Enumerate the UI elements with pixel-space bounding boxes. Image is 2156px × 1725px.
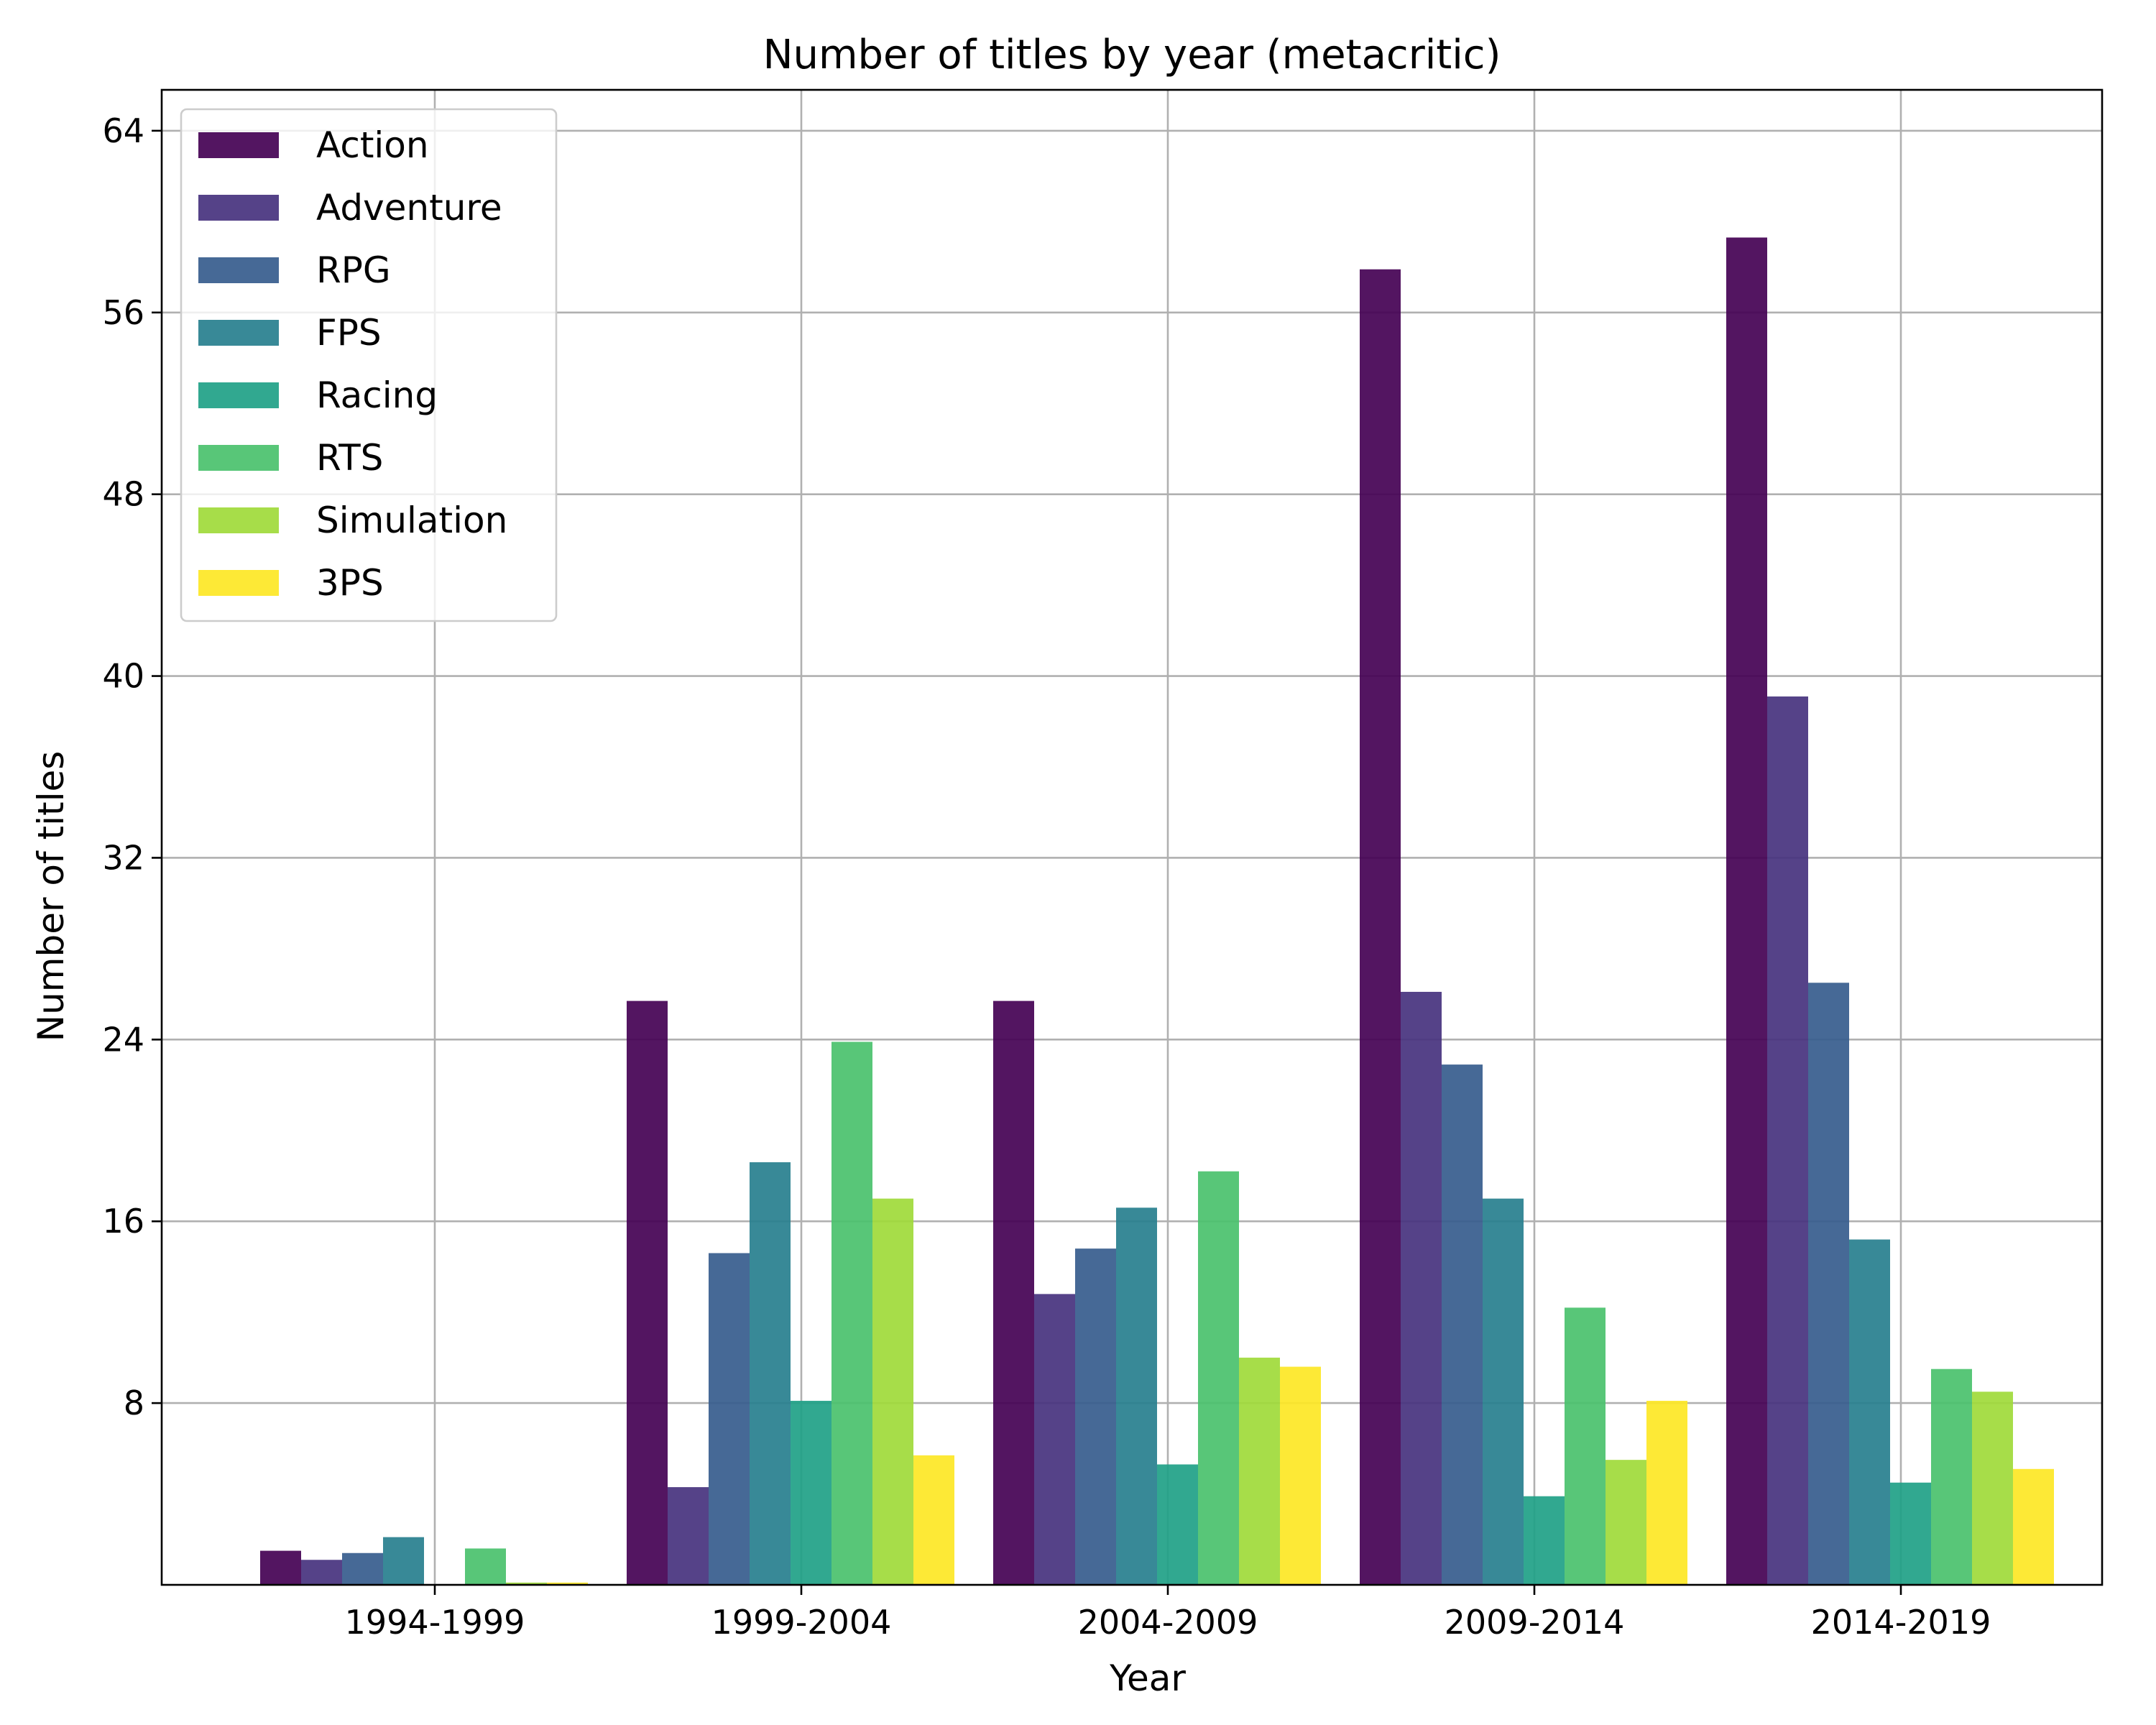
bar-3ps-1994-1999 xyxy=(547,1582,588,1585)
x-tick-label: 2014-2019 xyxy=(1811,1603,1991,1642)
bar-adventure-1994-1999 xyxy=(301,1560,342,1585)
bar-action-2014-2019 xyxy=(1726,237,1767,1585)
bar-simulation-2004-2009 xyxy=(1239,1357,1280,1585)
y-tick-label: 64 xyxy=(102,111,144,150)
x-axis-label: Year xyxy=(1109,1657,1186,1699)
legend-swatch-3ps xyxy=(198,570,279,596)
y-axis-ticks: 8 16 24 32 40 48 56 64 xyxy=(102,111,162,1422)
legend-label-adventure: Adventure xyxy=(316,187,502,229)
y-tick-label: 24 xyxy=(102,1020,144,1059)
y-tick-label: 8 xyxy=(124,1384,144,1422)
plot-frame xyxy=(160,88,2104,1586)
bar-rpg-2004-2009 xyxy=(1075,1248,1116,1585)
legend-label-fps: FPS xyxy=(316,312,382,354)
x-axis-ticks: 1994-1999 1999-2004 2004-2009 2009-2014 2014… xyxy=(345,1585,1991,1642)
bar-simulation-1994-1999 xyxy=(506,1582,547,1585)
bar-rpg-1994-1999 xyxy=(342,1552,383,1585)
chart-title: Number of titles by year (metacritic) xyxy=(763,32,1501,78)
x-tick-label: 2004-2009 xyxy=(1078,1603,1258,1642)
bar-fps-2009-2014 xyxy=(1483,1198,1524,1585)
bar-rts-2004-2009 xyxy=(1198,1171,1239,1585)
bar-rts-1999-2004 xyxy=(831,1041,872,1585)
bar-rts-2009-2014 xyxy=(1565,1307,1606,1585)
bar-action-2009-2014 xyxy=(1360,269,1401,1585)
bar-rts-1994-1999 xyxy=(465,1548,506,1585)
legend-swatch-action xyxy=(198,132,279,158)
bar-adventure-2004-2009 xyxy=(1034,1294,1075,1585)
bar-racing-2014-2019 xyxy=(1890,1482,1931,1585)
legend-label-rts: RTS xyxy=(316,437,383,479)
bar-racing-1999-2004 xyxy=(791,1400,831,1585)
legend-box xyxy=(180,108,558,622)
bar-simulation-2014-2019 xyxy=(1972,1392,2013,1585)
y-tick-label: 56 xyxy=(102,293,144,332)
bar-rpg-1999-2004 xyxy=(709,1253,750,1585)
legend-label-action: Action xyxy=(316,124,429,166)
bar-adventure-2009-2014 xyxy=(1401,991,1442,1585)
legend-swatch-racing xyxy=(198,382,279,408)
bar-action-2004-2009 xyxy=(993,1000,1034,1585)
x-tick-label: 1994-1999 xyxy=(345,1603,525,1642)
bar-rpg-2009-2014 xyxy=(1442,1064,1483,1585)
legend-label-3ps: 3PS xyxy=(316,562,384,604)
legend-swatch-adventure xyxy=(198,195,279,221)
bar-fps-2014-2019 xyxy=(1849,1239,1890,1585)
bar-fps-1994-1999 xyxy=(383,1537,424,1585)
bar-3ps-2009-2014 xyxy=(1646,1400,1687,1585)
bars xyxy=(260,237,2054,1585)
bar-simulation-2009-2014 xyxy=(1606,1460,1646,1585)
bar-3ps-2004-2009 xyxy=(1280,1366,1321,1585)
bar-adventure-2014-2019 xyxy=(1767,696,1808,1585)
y-tick-label: 40 xyxy=(102,657,144,696)
legend-swatch-rpg xyxy=(198,257,279,283)
bar-action-1999-2004 xyxy=(627,1000,668,1585)
bar-adventure-1999-2004 xyxy=(668,1487,709,1585)
legend-label-racing: Racing xyxy=(316,374,438,416)
bar-fps-1999-2004 xyxy=(750,1162,791,1585)
bar-racing-2009-2014 xyxy=(1524,1496,1565,1585)
bar-rts-2014-2019 xyxy=(1931,1368,1972,1585)
bar-rpg-2014-2019 xyxy=(1808,983,1849,1585)
y-tick-label: 32 xyxy=(102,838,144,877)
legend-swatch-fps xyxy=(198,320,279,346)
legend-swatch-rts xyxy=(198,445,279,471)
bar-action-1994-1999 xyxy=(260,1550,301,1585)
bar-fps-2004-2009 xyxy=(1116,1208,1157,1585)
bar-3ps-2014-2019 xyxy=(2013,1468,2054,1585)
bar-simulation-1999-2004 xyxy=(872,1198,913,1585)
y-axis-label: Number of titles xyxy=(30,751,72,1042)
x-tick-label: 2009-2014 xyxy=(1445,1603,1625,1642)
legend-label-simulation: Simulation xyxy=(316,500,507,541)
bar-racing-2004-2009 xyxy=(1157,1464,1198,1585)
bar-3ps-1999-2004 xyxy=(913,1455,954,1585)
legend: Action Adventure RPG FPS Racing RTS Simulation… xyxy=(180,108,558,622)
legend-swatch-simulation xyxy=(198,507,279,533)
x-tick-label: 1999-2004 xyxy=(711,1603,892,1642)
y-tick-label: 48 xyxy=(102,475,144,514)
legend-label-rpg: RPG xyxy=(316,249,391,291)
y-tick-label: 16 xyxy=(102,1202,144,1241)
